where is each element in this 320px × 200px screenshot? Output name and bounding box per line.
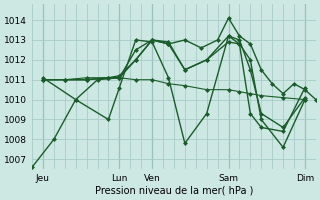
X-axis label: Pression niveau de la mer( hPa ): Pression niveau de la mer( hPa ) [95,186,253,196]
